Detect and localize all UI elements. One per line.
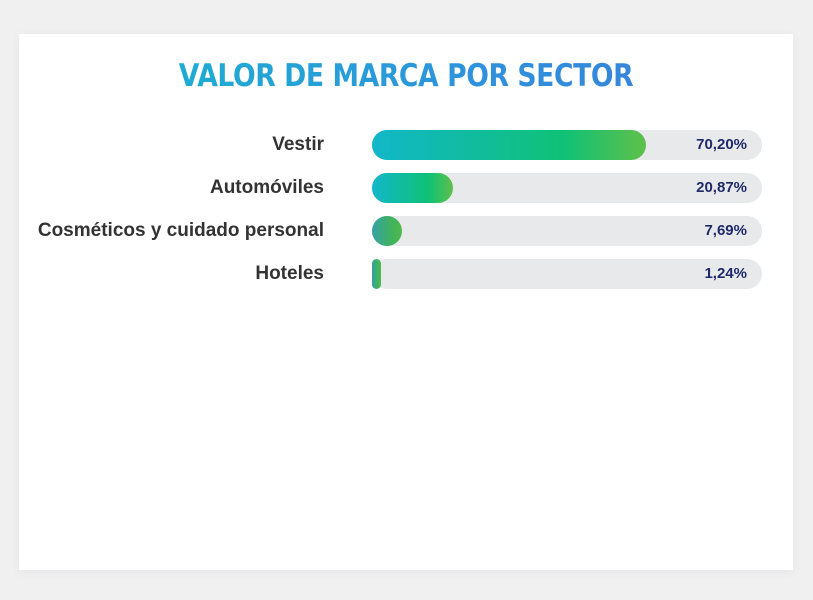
value-label: 70,20% — [696, 136, 747, 153]
chart-title: VALOR DE MARCA POR SECTOR — [73, 58, 739, 94]
bar-row: Vestir 70,20% — [19, 130, 793, 161]
value-label: 1,24% — [704, 265, 747, 282]
bar-row: Cosméticos y cuidado personal 7,69% — [19, 216, 793, 247]
bar — [372, 130, 646, 160]
bar-track — [372, 216, 762, 246]
bar-row: Automóviles 20,87% — [19, 173, 793, 204]
category-label: Hoteles — [255, 263, 324, 284]
category-label: Cosméticos y cuidado personal — [37, 220, 324, 241]
category-label: Automóviles — [209, 177, 324, 198]
bar — [372, 173, 454, 203]
value-label: 20,87% — [696, 179, 747, 196]
chart-card: VALOR DE MARCA POR SECTOR Vestir 70,20% Au… — [19, 34, 793, 570]
bar — [372, 216, 402, 246]
bar-track — [372, 130, 762, 160]
category-label: Vestir — [272, 134, 324, 155]
bar-track — [372, 259, 762, 289]
value-label: 7,69% — [704, 222, 747, 239]
bar — [372, 259, 381, 289]
bar-row: Hoteles 1,24% — [19, 259, 793, 290]
bar-track — [372, 173, 762, 203]
